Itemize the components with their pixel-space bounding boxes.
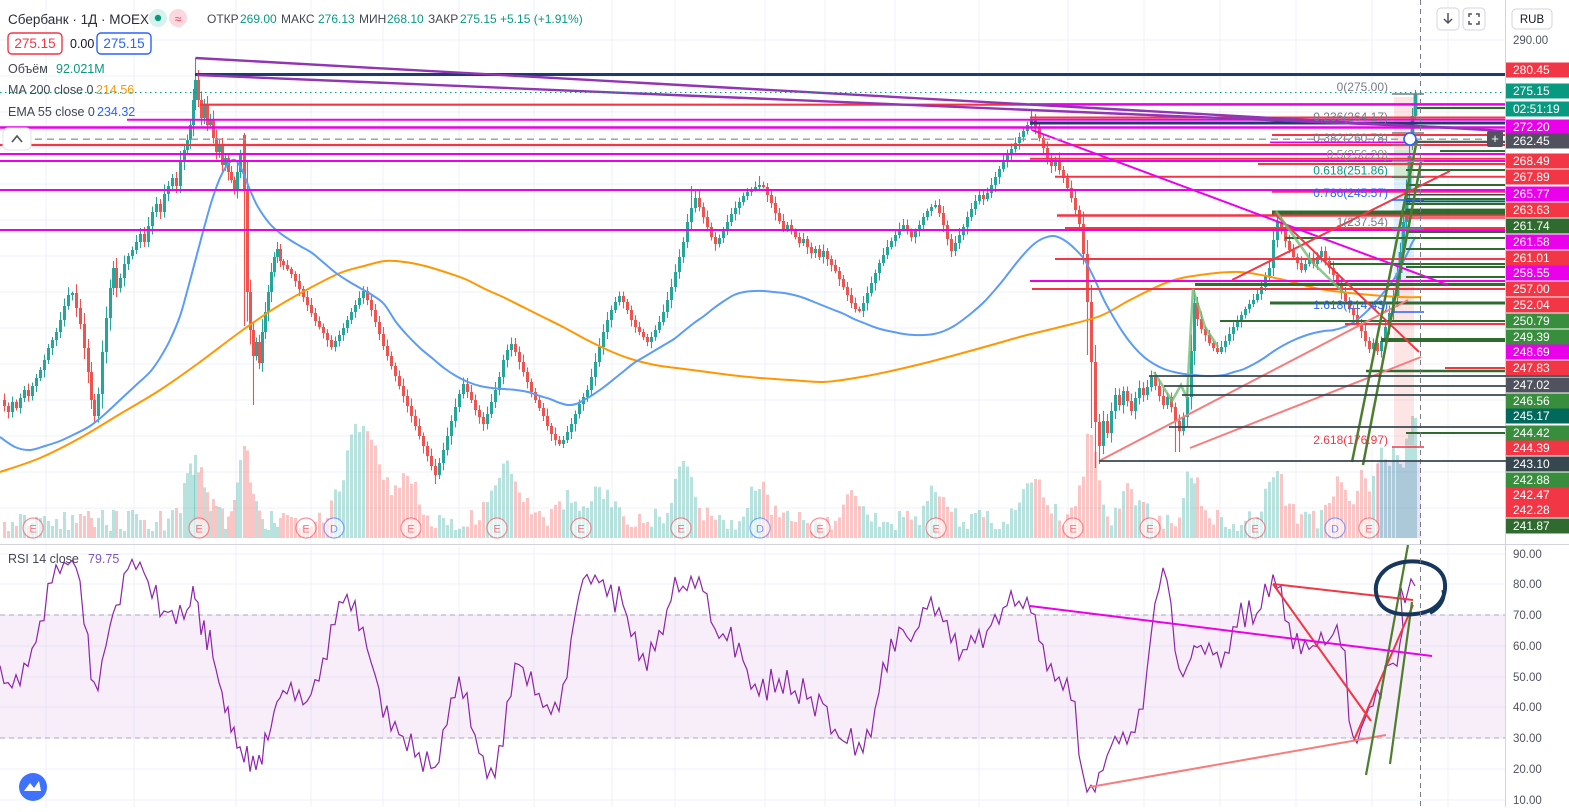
svg-text:257.00: 257.00 [1513, 282, 1550, 296]
svg-text:275.15: 275.15 [14, 36, 55, 51]
svg-text:E: E [1069, 524, 1076, 536]
svg-text:60.00: 60.00 [1513, 641, 1542, 653]
svg-text:247.02: 247.02 [1513, 378, 1550, 392]
svg-text:RUB: RUB [1520, 14, 1545, 26]
svg-text:0.5(256.28): 0.5(256.28) [1327, 147, 1388, 161]
svg-text:275.15: 275.15 [103, 36, 144, 51]
svg-text:E: E [677, 524, 684, 536]
svg-text:50.00: 50.00 [1513, 672, 1542, 684]
svg-text:+: + [1491, 131, 1499, 146]
svg-text:234.32: 234.32 [97, 105, 135, 119]
svg-text:0(275.00): 0(275.00) [1337, 80, 1388, 94]
svg-text:МИН: МИН [359, 12, 386, 26]
svg-text:RSI 14 close: RSI 14 close [8, 552, 79, 566]
svg-text:70.00: 70.00 [1513, 610, 1542, 622]
svg-text:252.04: 252.04 [1513, 298, 1550, 312]
svg-text:0.786(245.57): 0.786(245.57) [1313, 186, 1388, 200]
svg-text:1(237.54): 1(237.54) [1337, 215, 1388, 229]
svg-text:D: D [1331, 524, 1339, 536]
svg-text:275.15: 275.15 [460, 12, 497, 26]
svg-text:Объём: Объём [8, 62, 48, 76]
svg-text:80.00: 80.00 [1513, 579, 1542, 591]
svg-text:261.58: 261.58 [1513, 235, 1550, 249]
svg-text:244.39: 244.39 [1513, 441, 1550, 455]
svg-text:2.618(176.97): 2.618(176.97) [1313, 433, 1388, 447]
svg-text:E: E [302, 524, 309, 536]
svg-text:92.021M: 92.021M [56, 62, 105, 76]
svg-text:248.69: 248.69 [1513, 345, 1550, 359]
svg-text:0.382(260.78): 0.382(260.78) [1313, 131, 1388, 145]
svg-text:79.75: 79.75 [88, 552, 119, 566]
svg-text:E: E [195, 524, 202, 536]
svg-text:E: E [932, 524, 939, 536]
svg-text:245.17: 245.17 [1513, 409, 1550, 423]
svg-text:1.618(214.43): 1.618(214.43) [1313, 298, 1388, 312]
svg-text:0.00: 0.00 [70, 37, 94, 51]
svg-text:267.89: 267.89 [1513, 170, 1550, 184]
svg-text:265.77: 265.77 [1513, 187, 1550, 201]
svg-text:246.56: 246.56 [1513, 394, 1550, 408]
svg-text:250.79: 250.79 [1513, 314, 1550, 328]
svg-text:0.236(264.17): 0.236(264.17) [1313, 110, 1388, 124]
svg-text:E: E [816, 524, 823, 536]
svg-text:214.56: 214.56 [96, 83, 134, 97]
svg-text:E: E [493, 524, 500, 536]
svg-text:241.87: 241.87 [1513, 519, 1550, 533]
svg-text:262.45: 262.45 [1513, 134, 1550, 148]
svg-text:90.00: 90.00 [1513, 549, 1542, 561]
svg-text:E: E [1251, 524, 1258, 536]
svg-text:02:51:19: 02:51:19 [1513, 102, 1560, 116]
svg-text:261.01: 261.01 [1513, 251, 1550, 265]
svg-text:ОТКР: ОТКР [207, 12, 239, 26]
svg-text:EMA 55 close 0: EMA 55 close 0 [8, 105, 95, 119]
svg-text:249.39: 249.39 [1513, 330, 1550, 344]
svg-text:E: E [407, 524, 414, 536]
svg-text:242.88: 242.88 [1513, 473, 1550, 487]
svg-text:+5.15 (+1.91%): +5.15 (+1.91%) [500, 12, 583, 26]
svg-text:276.13: 276.13 [318, 12, 355, 26]
svg-text:268.49: 268.49 [1513, 154, 1550, 168]
svg-text:269.00: 269.00 [240, 12, 277, 26]
svg-text:Сбербанк · 1Д · MOEX: Сбербанк · 1Д · MOEX [8, 12, 149, 27]
svg-text:272.20: 272.20 [1513, 120, 1550, 134]
svg-text:242.28: 242.28 [1513, 503, 1550, 517]
svg-text:D: D [330, 524, 338, 536]
svg-text:40.00: 40.00 [1513, 702, 1542, 714]
svg-text:243.10: 243.10 [1513, 457, 1550, 471]
svg-text:275.15: 275.15 [1513, 84, 1550, 98]
svg-text:258.55: 258.55 [1513, 266, 1550, 280]
svg-text:20.00: 20.00 [1513, 764, 1542, 776]
svg-text:268.10: 268.10 [387, 12, 424, 26]
svg-text:E: E [1146, 524, 1153, 536]
svg-text:280.45: 280.45 [1513, 63, 1550, 77]
svg-text:E: E [1365, 524, 1372, 536]
svg-text:E: E [577, 524, 584, 536]
svg-text:МАКС: МАКС [281, 12, 315, 26]
svg-text:242.47: 242.47 [1513, 488, 1550, 502]
svg-text:261.74: 261.74 [1513, 219, 1550, 233]
svg-text:MA 200 close 0: MA 200 close 0 [8, 83, 94, 97]
svg-text:10.00: 10.00 [1513, 795, 1542, 807]
svg-text:244.42: 244.42 [1513, 426, 1550, 440]
svg-text:ЗАКР: ЗАКР [428, 12, 458, 26]
svg-text:≈: ≈ [175, 12, 182, 26]
svg-text:247.83: 247.83 [1513, 361, 1550, 375]
svg-text:E: E [29, 524, 36, 536]
svg-text:263.63: 263.63 [1513, 203, 1550, 217]
svg-text:30.00: 30.00 [1513, 733, 1542, 745]
svg-text:290.00: 290.00 [1513, 35, 1548, 47]
svg-text:D: D [756, 524, 764, 536]
svg-text:0.618(251.86): 0.618(251.86) [1313, 163, 1388, 177]
